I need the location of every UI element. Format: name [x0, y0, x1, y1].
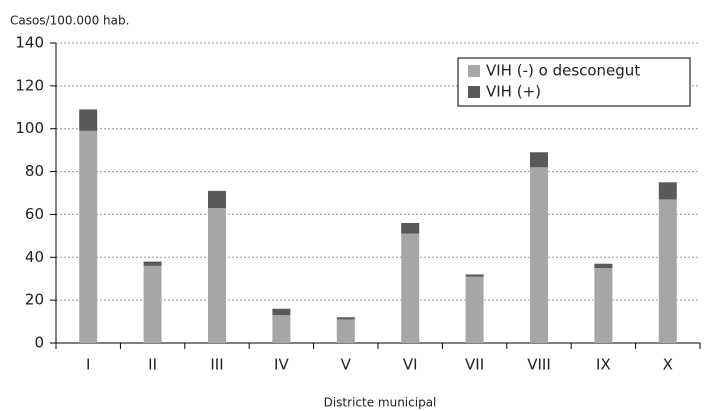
legend-label: VIH (-) o desconegut [486, 62, 640, 80]
x-axis-label: Districte municipal [324, 396, 437, 410]
legend-label: VIH (+) [486, 83, 541, 101]
x-tick-label: II [148, 356, 157, 374]
bar-segment [79, 130, 98, 343]
bar-segment [401, 233, 420, 343]
chart-title: Casos/100.000 hab. [10, 14, 129, 28]
x-tick-label: IV [274, 356, 289, 374]
y-tick-label: 80 [25, 162, 44, 180]
x-tick-label: I [86, 356, 90, 374]
bar-segment [336, 319, 355, 343]
bar-segment [143, 261, 162, 266]
x-tick-label: VII [465, 356, 484, 374]
x-tick-label: V [341, 356, 352, 374]
bar-segment [401, 223, 420, 234]
bar-segment [272, 315, 291, 343]
bar-segment [336, 317, 355, 320]
x-tick-label: X [663, 356, 673, 374]
legend-swatch [468, 86, 480, 98]
y-tick-label: 60 [25, 205, 44, 223]
bar-segment [465, 274, 484, 277]
bar-segment [658, 182, 677, 200]
bar-segment [208, 208, 226, 343]
bar-segment [79, 109, 98, 131]
y-tick-label: 120 [15, 76, 44, 94]
bar-segment [465, 276, 484, 343]
bar-segment [530, 167, 548, 343]
bar-segment [272, 308, 291, 316]
y-tick-label: 40 [25, 248, 44, 266]
bar-segment [530, 152, 548, 168]
x-tick-label: VI [403, 356, 418, 374]
y-tick-label: 0 [34, 334, 44, 352]
bar-segment [143, 265, 162, 343]
y-tick-label: 100 [15, 119, 44, 137]
x-tick-label: III [210, 356, 223, 374]
y-tick-label: 140 [15, 34, 44, 52]
legend-swatch [468, 65, 480, 77]
x-tick-label: VIII [527, 356, 551, 374]
bar-segment [658, 199, 677, 343]
x-tick-label: IX [596, 356, 611, 374]
y-tick-label: 20 [25, 291, 44, 309]
bar-segment [594, 268, 613, 343]
bar-segment [594, 263, 613, 268]
bar-segment [208, 190, 226, 208]
legend-box [457, 57, 691, 107]
